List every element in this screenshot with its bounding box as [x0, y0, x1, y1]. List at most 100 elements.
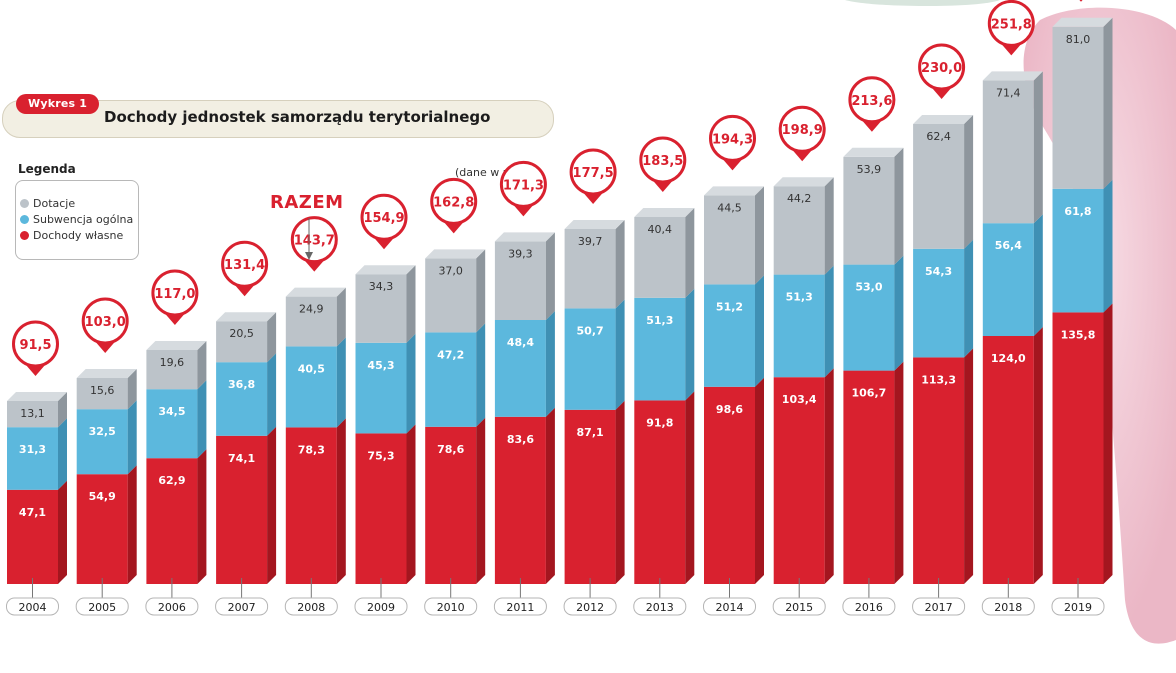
data-label: 135,8	[1061, 328, 1096, 341]
data-label: 19,6	[160, 356, 185, 369]
legend-swatch-subwencja	[20, 215, 29, 224]
bar-segment	[1052, 26, 1104, 189]
bar-segment	[76, 378, 128, 410]
x-tick-label: 2008	[297, 601, 325, 614]
data-label: 106,7	[852, 387, 887, 400]
x-tick-label: 2005	[88, 601, 116, 614]
year-pill	[912, 597, 966, 616]
data-label: 44,2	[787, 192, 812, 205]
data-label: 15,6	[90, 384, 115, 397]
total-label: 198,9	[782, 123, 823, 138]
bar-top-face	[216, 312, 277, 322]
bar-segment-side	[197, 449, 207, 584]
bar-segment-side	[406, 424, 416, 584]
bar-segment	[913, 357, 965, 584]
bar-segment-side	[1103, 17, 1113, 189]
bar-segment-side	[615, 400, 625, 584]
bar-segment	[634, 400, 686, 584]
bar-segment	[843, 156, 895, 265]
bar-segment	[355, 342, 407, 434]
data-label: 32,5	[89, 425, 116, 438]
bar-segment	[216, 362, 268, 436]
legend-label: Subwencja ogólna	[33, 213, 134, 226]
bar-segment-side	[545, 407, 555, 584]
bar-segment	[76, 474, 128, 584]
bar-segment	[285, 346, 337, 428]
bar-segment	[913, 124, 965, 249]
bar-group: 113,3 54,3 62,4 2017 230,0	[912, 43, 974, 616]
bar-top-face	[773, 177, 834, 187]
x-tick-label: 2007	[228, 601, 256, 614]
bar-segment-side	[824, 265, 834, 378]
bar-segment-side	[1033, 214, 1043, 336]
bar-segment-side	[267, 312, 277, 363]
total-label: RAZEM	[270, 192, 344, 213]
bar-segment-side	[1103, 303, 1113, 584]
data-label: 20,5	[229, 327, 254, 340]
x-tick-label: 2013	[646, 601, 674, 614]
bar-segment-side	[545, 232, 555, 320]
total-pin	[987, 0, 1035, 47]
total-label: 143,7	[294, 234, 335, 249]
bar-segment	[982, 223, 1034, 336]
data-label: 91,8	[646, 416, 673, 429]
bar-segment-side	[964, 348, 974, 584]
bar-segment-side	[685, 288, 695, 401]
data-label: 54,9	[89, 490, 116, 503]
bar-group: 135,861,881,02019278,6	[1051, 0, 1113, 616]
bar-segment	[355, 433, 407, 584]
bar-segment	[285, 296, 337, 347]
bar-segment	[982, 336, 1034, 584]
bar-segment	[425, 332, 477, 427]
bar-top-face	[982, 71, 1043, 81]
year-pill	[772, 597, 826, 616]
legend: Dotacje Subwencja ogólna Dochody własne	[15, 180, 139, 260]
bar-segment-side	[824, 368, 834, 584]
total-label: 103,0	[85, 315, 126, 330]
chart-title: Dochody jednostek samorządu terytorialne…	[104, 108, 491, 126]
bar-segment	[564, 229, 616, 309]
legend-label: Dochody własne	[33, 229, 124, 242]
total-label: 117,0	[154, 287, 195, 302]
total-pin	[778, 105, 826, 153]
data-label: 40,4	[648, 223, 673, 236]
bar-segment	[285, 427, 337, 584]
data-label: 75,3	[367, 449, 394, 462]
legend-item-dochody: Dochody własne	[20, 229, 123, 242]
data-label: 13,1	[20, 407, 45, 420]
bar-segment-side	[685, 208, 695, 298]
total-label: 230,0	[921, 61, 962, 76]
bar-segment	[494, 241, 546, 320]
bar-top-face	[7, 392, 67, 401]
data-label: 51,2	[716, 300, 743, 313]
data-label: 44,5	[717, 201, 742, 214]
bar-segment	[216, 435, 268, 584]
bar-segment-side	[964, 239, 974, 358]
data-label: 54,3	[925, 265, 952, 278]
bar-segment-side	[127, 369, 137, 410]
bar-segment-side	[824, 177, 834, 275]
bar-segment	[704, 284, 755, 387]
bar-segment	[1052, 312, 1104, 584]
bar-top-face	[564, 220, 625, 229]
x-tick-label: 2011	[506, 601, 534, 614]
total-label: 183,5	[642, 154, 683, 169]
total-pin	[499, 160, 547, 208]
data-label: 31,3	[19, 443, 46, 456]
bar-segment	[634, 297, 686, 401]
data-label: 45,3	[367, 359, 394, 372]
data-label: 78,6	[437, 443, 464, 456]
bar-segment	[494, 416, 546, 584]
bar-segment-side	[894, 361, 904, 584]
data-label: 51,3	[786, 291, 813, 304]
bar-segment	[704, 386, 755, 584]
bar-segment	[494, 320, 546, 417]
bar-top-face	[634, 208, 695, 217]
bar-group: 78,3 40,5 24,9 2008 143,7	[284, 216, 346, 616]
total-label: 213,6	[851, 94, 892, 109]
bar-segment-side	[755, 377, 764, 584]
bar-top-face	[843, 147, 904, 157]
data-label: 81,0	[1066, 33, 1091, 46]
bar-segment	[564, 409, 616, 584]
bar-top-face	[913, 115, 974, 124]
